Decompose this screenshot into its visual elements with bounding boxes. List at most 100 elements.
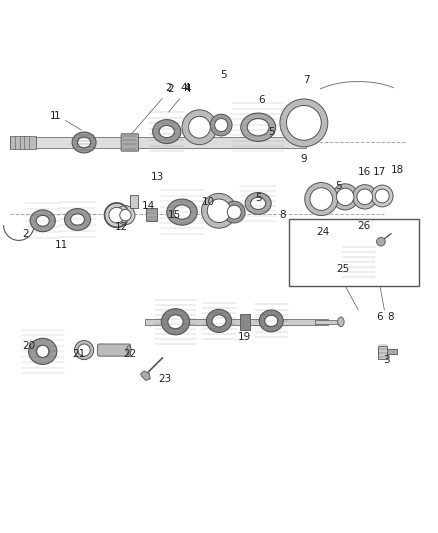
Circle shape xyxy=(332,184,358,210)
Polygon shape xyxy=(36,137,306,148)
Ellipse shape xyxy=(168,315,183,329)
Text: 17: 17 xyxy=(373,167,386,176)
Ellipse shape xyxy=(167,199,197,225)
Text: 1: 1 xyxy=(53,110,82,130)
Text: 2: 2 xyxy=(166,83,172,93)
Text: 5: 5 xyxy=(268,127,275,138)
Text: 25: 25 xyxy=(336,264,350,273)
FancyBboxPatch shape xyxy=(121,134,138,151)
Ellipse shape xyxy=(78,137,91,148)
Text: 26: 26 xyxy=(357,221,370,231)
Text: 18: 18 xyxy=(391,165,404,175)
Ellipse shape xyxy=(161,309,190,335)
Circle shape xyxy=(120,209,131,221)
Text: 10: 10 xyxy=(201,197,215,207)
Text: 5: 5 xyxy=(336,181,342,191)
Ellipse shape xyxy=(30,210,55,232)
FancyBboxPatch shape xyxy=(98,344,131,356)
Text: 23: 23 xyxy=(158,374,171,384)
Ellipse shape xyxy=(247,118,269,136)
Polygon shape xyxy=(10,136,36,149)
Text: 24: 24 xyxy=(316,227,329,237)
Text: 14: 14 xyxy=(142,200,155,211)
Text: 2: 2 xyxy=(22,229,28,239)
Ellipse shape xyxy=(241,113,276,141)
Text: 2: 2 xyxy=(131,84,173,134)
Bar xyxy=(378,349,397,354)
Text: 4: 4 xyxy=(181,83,187,93)
Text: 16: 16 xyxy=(358,167,371,176)
Circle shape xyxy=(109,207,124,223)
Ellipse shape xyxy=(159,125,174,138)
Circle shape xyxy=(306,243,332,269)
Text: 7: 7 xyxy=(303,75,309,85)
Circle shape xyxy=(74,341,94,360)
Text: 1: 1 xyxy=(50,111,57,122)
Circle shape xyxy=(116,206,135,225)
Circle shape xyxy=(280,99,328,147)
Text: 4: 4 xyxy=(183,83,190,93)
Circle shape xyxy=(375,189,389,203)
Circle shape xyxy=(227,205,241,219)
Circle shape xyxy=(310,188,332,211)
Text: 8: 8 xyxy=(279,210,286,220)
Ellipse shape xyxy=(338,317,344,327)
Circle shape xyxy=(188,116,210,138)
Ellipse shape xyxy=(72,132,96,153)
Text: 20: 20 xyxy=(22,341,35,351)
Ellipse shape xyxy=(352,257,365,268)
Ellipse shape xyxy=(346,252,370,272)
Ellipse shape xyxy=(251,197,266,209)
Text: 13: 13 xyxy=(151,172,164,182)
Text: 3: 3 xyxy=(383,355,390,365)
Bar xyxy=(289,219,419,286)
Ellipse shape xyxy=(152,119,181,143)
Text: 15: 15 xyxy=(168,210,181,220)
Ellipse shape xyxy=(127,346,131,354)
Circle shape xyxy=(207,199,231,223)
Text: 21: 21 xyxy=(72,350,85,359)
Circle shape xyxy=(201,193,237,228)
Ellipse shape xyxy=(36,215,49,226)
Ellipse shape xyxy=(37,345,49,358)
Polygon shape xyxy=(315,320,341,324)
Ellipse shape xyxy=(173,205,191,219)
Circle shape xyxy=(286,106,321,140)
Circle shape xyxy=(377,237,385,246)
Ellipse shape xyxy=(259,310,283,332)
Text: 4: 4 xyxy=(169,84,191,112)
Circle shape xyxy=(223,201,245,223)
Text: 8: 8 xyxy=(388,312,394,321)
Bar xyxy=(146,208,157,221)
Text: 6: 6 xyxy=(258,95,265,105)
Circle shape xyxy=(215,118,228,132)
Circle shape xyxy=(371,185,393,207)
Text: 5: 5 xyxy=(255,193,261,203)
Bar xyxy=(130,195,138,208)
Ellipse shape xyxy=(28,338,57,365)
Circle shape xyxy=(182,110,217,144)
Text: 22: 22 xyxy=(123,350,136,359)
Circle shape xyxy=(305,182,338,215)
Text: 12: 12 xyxy=(114,222,128,232)
Ellipse shape xyxy=(64,208,91,230)
Polygon shape xyxy=(141,371,150,381)
Circle shape xyxy=(336,188,354,206)
Circle shape xyxy=(298,235,340,277)
Circle shape xyxy=(105,203,129,228)
Ellipse shape xyxy=(36,345,49,357)
Ellipse shape xyxy=(206,309,232,333)
Ellipse shape xyxy=(245,192,271,214)
Circle shape xyxy=(353,184,377,209)
Ellipse shape xyxy=(212,315,226,327)
Ellipse shape xyxy=(265,315,278,327)
Text: 6: 6 xyxy=(377,312,383,321)
Text: 9: 9 xyxy=(300,154,307,164)
Circle shape xyxy=(210,114,232,136)
Text: 19: 19 xyxy=(238,332,251,342)
Circle shape xyxy=(78,344,90,356)
Bar xyxy=(378,346,388,359)
Text: 5: 5 xyxy=(220,70,226,80)
Ellipse shape xyxy=(71,214,85,225)
Text: 11: 11 xyxy=(55,240,68,250)
